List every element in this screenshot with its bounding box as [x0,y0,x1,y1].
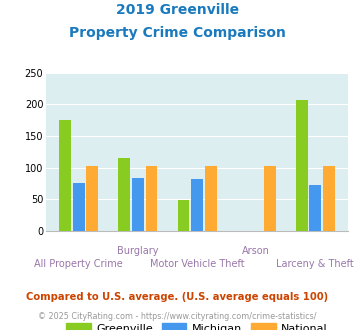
Bar [118,157,130,231]
Bar [178,200,189,231]
Text: Larceny & Theft: Larceny & Theft [277,259,354,269]
Text: Burglary: Burglary [117,246,159,256]
Legend: Greenville, Michigan, National: Greenville, Michigan, National [62,319,332,330]
Text: All Property Crime: All Property Crime [34,259,123,269]
Text: Compared to U.S. average. (U.S. average equals 100): Compared to U.S. average. (U.S. average … [26,292,329,302]
Bar [323,166,335,231]
Bar [73,183,84,231]
Text: Property Crime Comparison: Property Crime Comparison [69,26,286,40]
Bar [86,166,98,231]
Bar [310,185,321,231]
Bar [59,120,71,231]
Bar [132,178,144,231]
Bar [296,100,308,231]
Bar [205,166,217,231]
Text: Arson: Arson [242,246,270,256]
Text: © 2025 CityRating.com - https://www.cityrating.com/crime-statistics/: © 2025 CityRating.com - https://www.city… [38,312,317,321]
Text: 2019 Greenville: 2019 Greenville [116,3,239,17]
Bar [191,179,203,231]
Bar [264,166,276,231]
Bar [146,166,157,231]
Text: Motor Vehicle Theft: Motor Vehicle Theft [150,259,244,269]
